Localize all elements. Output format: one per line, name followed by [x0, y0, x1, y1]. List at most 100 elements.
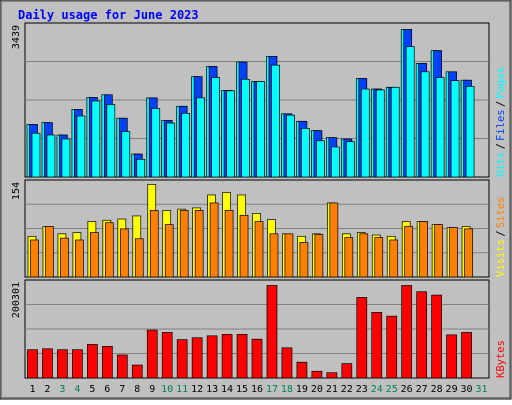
bar-sites-day-27	[419, 221, 429, 278]
bar-pages-day-3	[61, 138, 71, 178]
y-max-label-top: 3439	[11, 25, 22, 49]
bar-sites-day-17	[269, 233, 279, 278]
panel-bottom: 200301 KBytes	[11, 279, 507, 379]
bar-kbytes-day-12	[191, 337, 203, 379]
legend-separator-middle-1: /	[495, 230, 507, 236]
bar-kbytes-day-30	[461, 332, 472, 379]
y-max-label-middle: 154	[11, 182, 22, 200]
bar-kbytes-day-8	[131, 364, 143, 379]
bar-sites-day-28	[434, 224, 443, 278]
bar-kbytes-day-11	[176, 339, 188, 379]
bar-pages-day-19	[301, 128, 310, 178]
bar-sites-day-12	[194, 210, 204, 278]
bar-pages-day-15	[241, 78, 250, 178]
bar-pages-day-29	[450, 80, 460, 178]
bar-kbytes-day-14	[221, 334, 233, 379]
bar-sites-day-25	[389, 239, 399, 278]
bar-kbytes-day-10	[161, 332, 173, 379]
x-tick-label-day-18: 18	[281, 384, 293, 395]
panel-top: 3439 Hits / Files / Pages	[11, 22, 507, 178]
bar-sites-day-1	[30, 239, 39, 278]
bar-kbytes-day-22	[341, 363, 353, 379]
bar-pages-day-30	[465, 86, 475, 178]
panel-middle: 154 Visits /Sites	[11, 179, 507, 278]
x-tick-label-day-1: 1	[29, 384, 35, 395]
x-tick-label-day-6: 6	[104, 384, 110, 395]
bar-kbytes-day-16	[251, 338, 263, 379]
bar-sites-day-15	[239, 214, 249, 278]
x-tick-label-day-28: 28	[431, 384, 443, 395]
bar-pages-day-14	[226, 90, 235, 178]
bar-sites-day-5	[90, 232, 99, 278]
bar-sites-day-11	[179, 210, 189, 278]
x-tick-label-day-5: 5	[89, 384, 95, 395]
x-tick-label-day-4: 4	[74, 384, 80, 395]
x-tick-label-day-16: 16	[251, 384, 263, 395]
bar-kbytes-day-25	[386, 315, 398, 379]
bar-pages-day-27	[420, 71, 430, 178]
panels-layer: 3439Hits/Files/Pages154Visits/Sites20030…	[11, 22, 507, 379]
x-tick-label-day-25: 25	[386, 384, 398, 395]
x-tick-label-day-7: 7	[119, 384, 125, 395]
bar-kbytes-day-19	[296, 361, 308, 379]
y-max-label-bottom: 200301	[11, 282, 22, 318]
bar-kbytes-day-17	[266, 285, 278, 379]
bar-sites-day-9	[149, 210, 159, 278]
x-tick-label-day-26: 26	[401, 384, 413, 395]
x-tick-label-day-8: 8	[134, 384, 140, 395]
legend-visits: Visits	[495, 239, 507, 277]
bar-kbytes-day-26	[401, 285, 413, 379]
x-tick-label-day-12: 12	[191, 384, 203, 395]
bar-sites-day-22	[344, 237, 354, 278]
legend-files: Files	[495, 109, 507, 141]
bar-sites-day-4	[75, 239, 84, 278]
bar-kbytes-day-3	[57, 349, 68, 379]
legend-separator-top-2: /	[495, 101, 507, 107]
bar-sites-day-20	[314, 234, 324, 278]
bar-sites-day-2	[45, 226, 54, 278]
x-tick-label-day-23: 23	[356, 384, 368, 395]
bar-pages-day-23	[360, 88, 370, 178]
bar-kbytes-day-1	[27, 349, 38, 379]
bar-kbytes-day-27	[416, 291, 428, 379]
bar-pages-day-25	[390, 86, 400, 178]
legend-sites: Sites	[495, 197, 507, 229]
x-tick-label-day-17: 17	[266, 384, 278, 395]
bar-pages-day-6	[106, 104, 116, 178]
x-tick-label-day-20: 20	[311, 384, 323, 395]
bar-sites-day-13	[209, 202, 219, 278]
x-tick-label-day-15: 15	[236, 384, 248, 395]
x-tick-label-day-11: 11	[176, 384, 188, 395]
legend-kbytes: KBytes	[495, 340, 507, 378]
legend-top: Hits / Files / Pages	[495, 67, 507, 177]
bar-pages-day-4	[76, 115, 86, 178]
bar-pages-day-12	[196, 97, 205, 178]
legend-hits: Hits	[495, 152, 507, 177]
bar-pages-day-20	[316, 140, 325, 178]
bar-kbytes-day-2	[42, 348, 53, 379]
bar-sites-day-24	[374, 237, 384, 278]
bar-sites-day-6	[104, 222, 114, 278]
bar-kbytes-day-23	[356, 297, 368, 379]
x-tick-label-day-2: 2	[44, 384, 50, 395]
bar-sites-day-30	[464, 228, 473, 278]
bar-pages-day-13	[211, 77, 220, 178]
bar-pages-day-26	[405, 46, 415, 178]
bar-kbytes-day-9	[146, 329, 158, 379]
bar-pages-day-24	[375, 89, 385, 178]
legend-separator-top-1: /	[495, 143, 507, 149]
bar-pages-day-11	[181, 113, 191, 178]
bar-pages-day-10	[166, 122, 176, 178]
x-tick-label-day-21: 21	[326, 384, 338, 395]
bar-sites-day-29	[449, 227, 458, 278]
x-tick-label-day-13: 13	[206, 384, 218, 395]
bar-pages-day-22	[345, 141, 355, 178]
x-axis-labels: 1 2 3 4 5 6 7 8 9 10 11 12 13 14 15 16 17 18 19 20 21 22 23 24 2…	[29, 384, 487, 395]
legend-middle: Visits /Sites	[495, 197, 507, 277]
bar-kbytes-day-6	[101, 346, 113, 379]
bar-pages-day-5	[91, 100, 101, 178]
x-tick-label-day-19: 19	[296, 384, 308, 395]
bar-sites-day-18	[284, 233, 294, 278]
bar-pages-day-8	[136, 158, 146, 178]
bar-kbytes-day-15	[236, 334, 248, 379]
